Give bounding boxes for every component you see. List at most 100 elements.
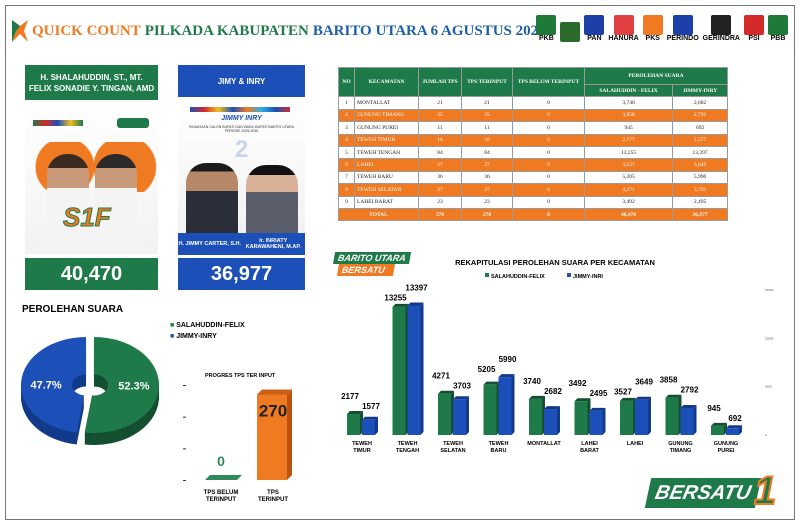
- pie-label: 52.3%: [118, 381, 149, 393]
- table-cell: 0: [512, 145, 585, 160]
- x-tick-label: TEWEH: [443, 441, 463, 447]
- table-cell: 5,990: [672, 170, 728, 185]
- bar: [362, 419, 375, 435]
- pie-title: PEROLEHAN SUARA: [22, 304, 124, 315]
- bar: [483, 384, 497, 435]
- legend-label: JIMMY-INRI: [573, 274, 603, 280]
- bar-value-label: 2682: [544, 387, 562, 396]
- table-cell: 1: [338, 96, 355, 110]
- candidate1-total: 40,470: [25, 258, 158, 290]
- col-kecamatan: KECAMATAN: [354, 66, 419, 98]
- y-tick: [183, 480, 186, 481]
- bar-value-label: 5990: [499, 355, 517, 364]
- bar-side: [511, 374, 515, 435]
- bar-top: [453, 396, 469, 400]
- party-logo-label: GERINDRA: [702, 35, 740, 42]
- legend-item: ■ JIMMY-INRY: [170, 333, 217, 340]
- candidate2-header: JIMY & INRY: [178, 65, 305, 97]
- table-cell: TEWEH TENGAH: [354, 145, 419, 160]
- bar-side: [648, 396, 651, 435]
- candidate2-namebar: H. JIMMY CARTER, S.H. Ir. INRIATY KARAWA…: [178, 233, 305, 255]
- bar-top: [529, 395, 545, 399]
- bar: [392, 306, 406, 435]
- table-cell: 3,649: [672, 158, 728, 172]
- table-cell: 4,271: [583, 183, 674, 197]
- bar-side: [739, 425, 742, 435]
- table-cell: 0: [512, 158, 585, 172]
- bar: [680, 408, 694, 435]
- x-tick-label: TIMUR: [353, 448, 370, 454]
- orange-backdrop: [25, 142, 158, 192]
- table-cell: 6: [338, 158, 355, 172]
- candidate1-person2: [95, 154, 137, 254]
- candidate2-name1: H. JIMMY CARTER, S.H.: [178, 241, 242, 247]
- party-logo-mark: [744, 15, 764, 35]
- legend-label: SALAHUDDIN-FELIX: [491, 274, 545, 280]
- table-cell: 3,492: [583, 195, 674, 209]
- bar-value-label: 5205: [478, 365, 496, 374]
- x-tick-label: TIMANG: [670, 448, 692, 454]
- table-row: 1 MONTALLAT 21 21 0 3,740 2,682: [338, 96, 728, 110]
- bar-top: [347, 410, 363, 414]
- table-cell: GUNUNG TIMANG: [354, 108, 419, 123]
- bar-top: [483, 381, 500, 385]
- party-logo-mark: [560, 22, 581, 42]
- bar-top: [620, 397, 636, 401]
- table-row: 3 GUNUNG PUREI 11 11 0 945 692: [338, 121, 728, 135]
- bar: [635, 399, 648, 435]
- bar-top: [257, 389, 292, 395]
- table-cell: 5: [338, 145, 355, 160]
- bersatu-number: 1: [753, 469, 777, 513]
- table-cell: 0: [512, 195, 585, 209]
- bar-value-label: 3740: [523, 377, 541, 386]
- x-tick-label: TPS BELUM: [204, 490, 239, 496]
- bar-side: [375, 416, 378, 435]
- s1f-logo: S1F: [63, 202, 112, 233]
- table-cell: 3,858: [583, 108, 674, 123]
- party-logo-mark: [584, 15, 605, 35]
- bar: [438, 393, 451, 435]
- candidate2-poster: JIMMY INRY PASANGAN CALON BUPATI DAN WAK…: [178, 100, 305, 233]
- table-cell: 0: [512, 133, 585, 147]
- results-table: NO KECAMATAN JUMLAH TPS TPS TERINPUT TPS…: [338, 66, 728, 222]
- table-cell: 2,682: [672, 96, 728, 110]
- col-perolehan: PEROLEHAN SUARA: [584, 67, 728, 85]
- pie-slice: [21, 337, 87, 433]
- table-cell: 36: [461, 170, 513, 185]
- col-c2: JIMMY-INRY: [672, 83, 728, 98]
- party-logo-mark: [613, 15, 634, 35]
- bar-top: [680, 405, 697, 409]
- candidate1-person1: [47, 154, 89, 254]
- table-cell: 27: [418, 183, 462, 197]
- table-cell: 2,177: [583, 133, 674, 147]
- table-cell: 2,792: [672, 108, 728, 123]
- table-cell: 11: [418, 121, 462, 135]
- page-title: QUICK COUNT PILKADA KABUPATEN BARITO UTA…: [12, 20, 546, 42]
- party-logos: PKB PAN HANURA PKS PERINDO GERINDRA PSI PBB: [536, 10, 788, 42]
- party-logo-label: PKB: [539, 35, 554, 42]
- bar: [205, 475, 242, 480]
- party-logo-label: PAN: [587, 35, 602, 42]
- bar-side: [287, 389, 292, 480]
- party-logo: PSI: [744, 10, 764, 42]
- table-cell: 9: [338, 195, 355, 209]
- x-tick-label: TEWEH: [398, 441, 418, 447]
- x-tick-label: TERINPUT: [206, 497, 236, 503]
- x-tick-label: MONTALLAT: [527, 441, 561, 447]
- candidate2-person2: [246, 165, 298, 233]
- bar: [407, 305, 421, 435]
- table-cell: 84: [461, 145, 513, 160]
- bar-value-label: 2177: [341, 392, 359, 401]
- pie-chart: 52.3% 47.7%: [21, 337, 159, 445]
- party-strip: [33, 120, 83, 126]
- col-c1: SALAHUDDIN - FELIX: [583, 83, 674, 98]
- table-cell: 3,703: [672, 183, 728, 197]
- x-tick-label: GUNUNG: [668, 441, 692, 447]
- bar-value-label: 3858: [660, 376, 678, 385]
- table-cell: 25: [418, 108, 462, 123]
- party-logo-label: PBB: [770, 35, 786, 42]
- candidate1-photo: S1F: [25, 102, 158, 254]
- table-row: 5 TEWEH TENGAH 84 84 0 13,255 13,397: [338, 145, 728, 160]
- poster-subtitle: PASANGAN CALON BUPATI DAN WAKIL BUPATI B…: [189, 125, 294, 133]
- title-part3: BARITO UTARA 6 AGUSTUS 2025: [312, 22, 546, 39]
